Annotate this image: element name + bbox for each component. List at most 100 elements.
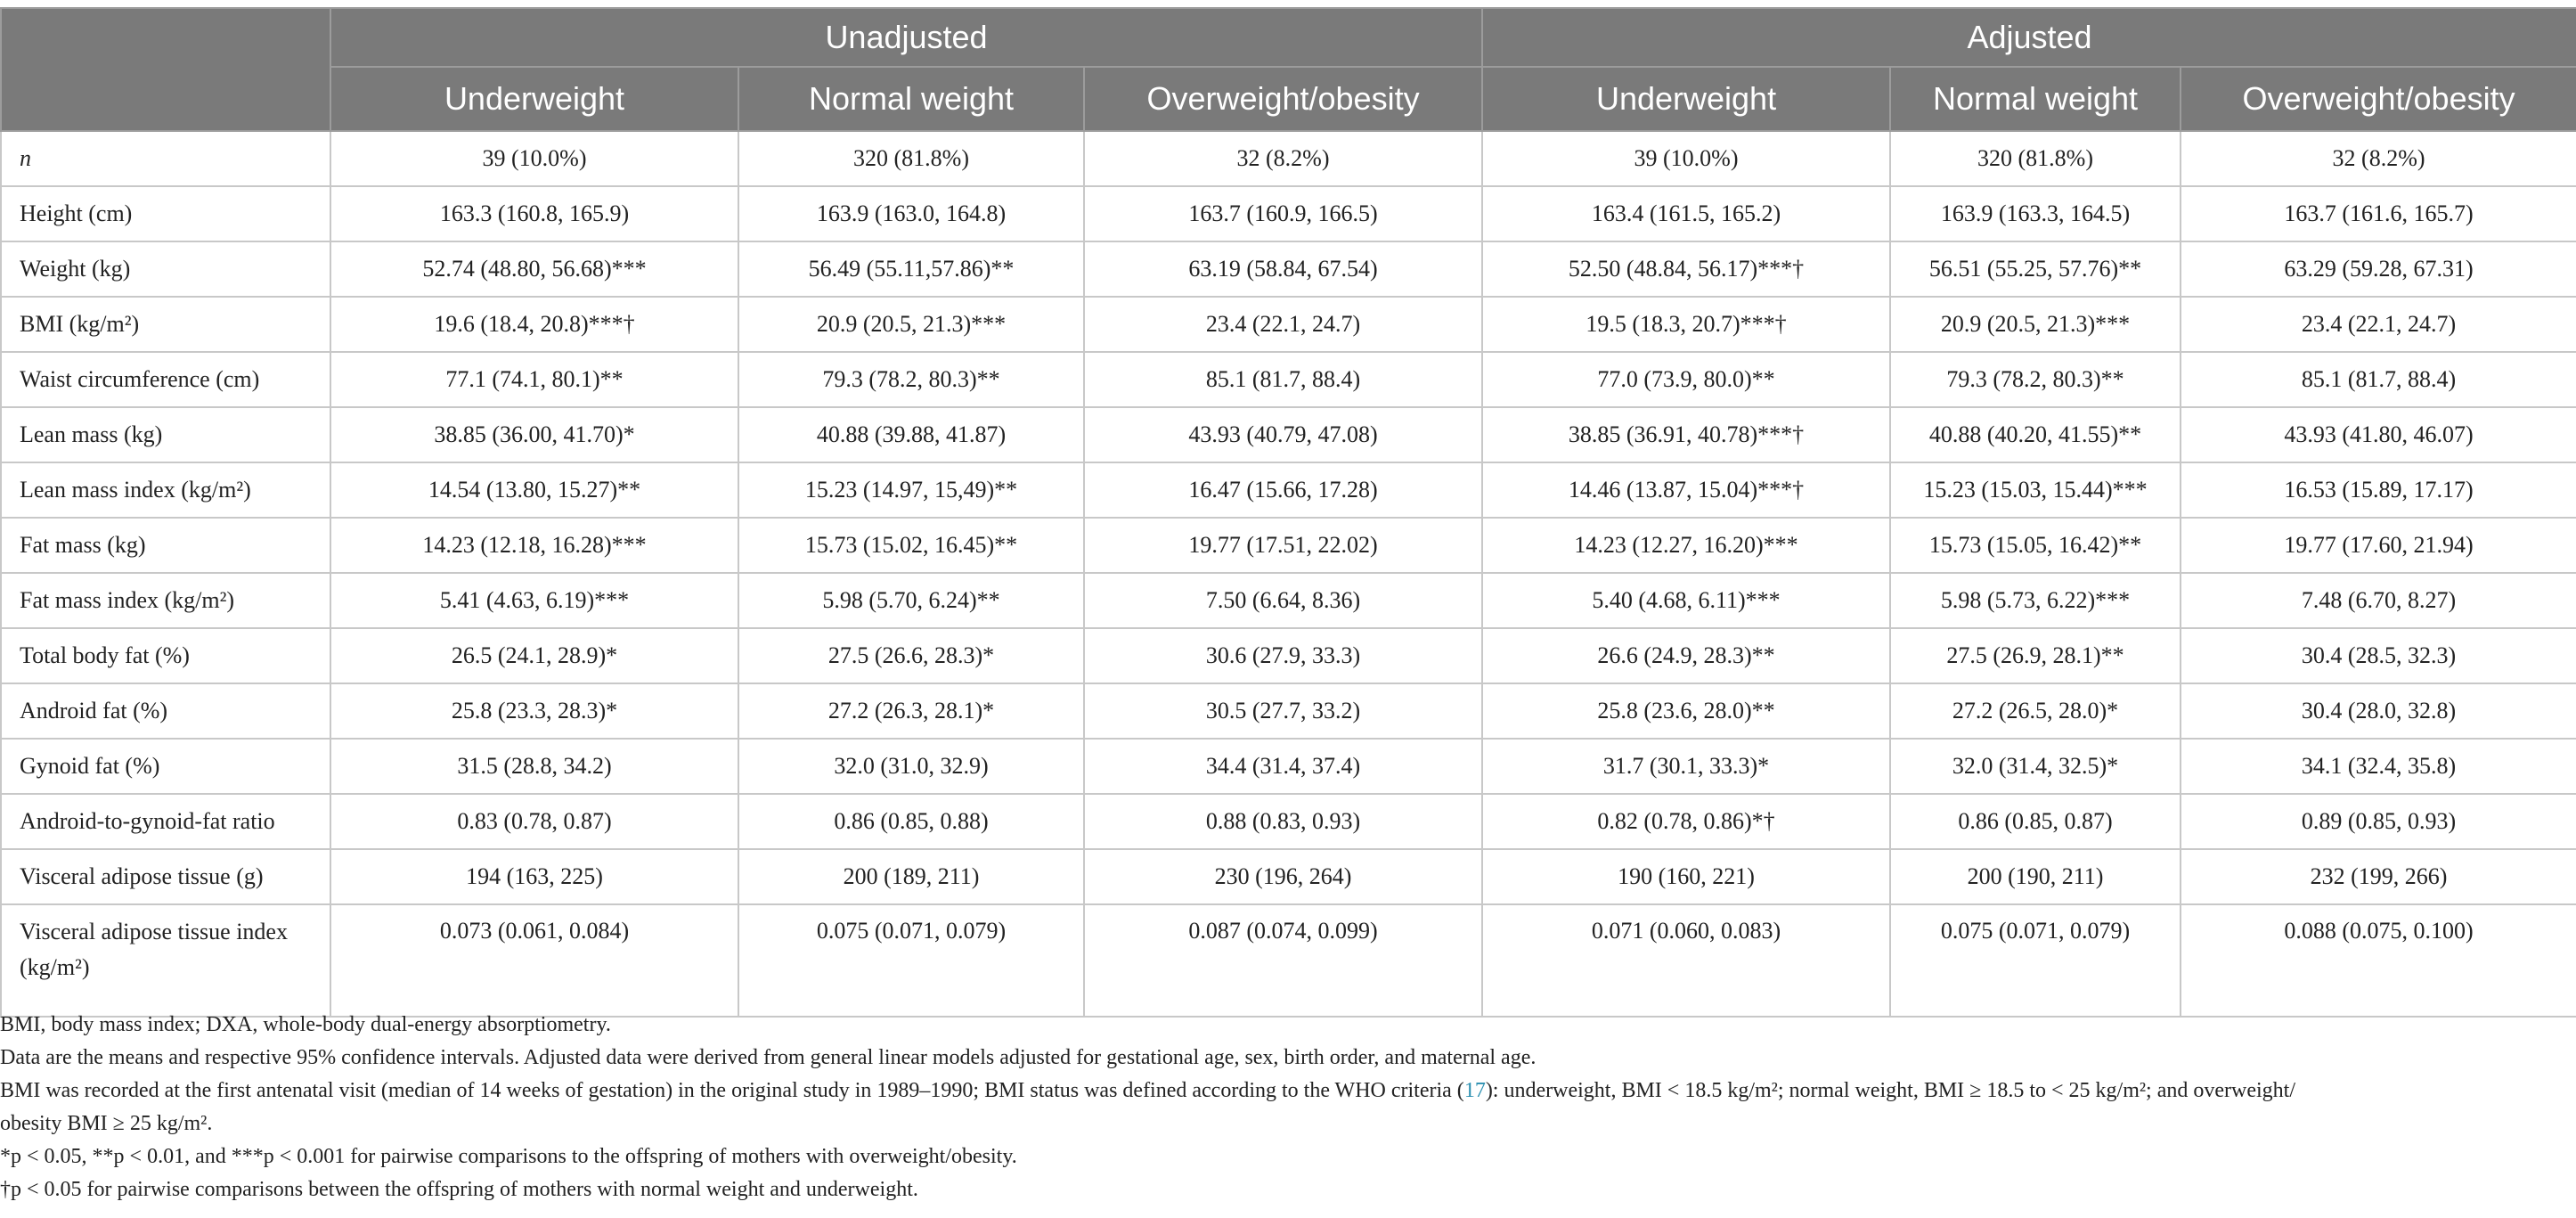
table-row: Height (cm) 163.3 (160.8, 165.9) 163.9 (16… [0, 185, 2576, 242]
table-cell: 23.4 (22.1, 24.7) [2180, 296, 2576, 353]
table-cell: 5.41 (4.63, 6.19)*** [330, 572, 739, 629]
table-cell: 0.89 (0.85, 0.93) [2180, 793, 2576, 850]
table-cell: 320 (81.8%) [738, 130, 1085, 187]
table-cell: 0.83 (0.78, 0.87) [330, 793, 739, 850]
table-row: BMI (kg/m²) 19.6 (18.4, 20.8)***† 20.9 (20… [0, 296, 2576, 353]
table-cell: 163.4 (161.5, 165.2) [1481, 185, 1892, 242]
table-cell: 0.86 (0.85, 0.87) [1889, 793, 2182, 850]
footnote-bmi-text-end: ): underweight, BMI < 18.5 kg/m²; normal… [1485, 1079, 2296, 1102]
column-header: Normal weight [738, 66, 1085, 132]
table-cell: 56.49 (55.11,57.86)** [738, 241, 1085, 298]
table-cell: 14.46 (13.87, 15.04)***† [1481, 462, 1892, 519]
table-cell: 0.073 (0.061, 0.084) [330, 903, 739, 1018]
table-cell: 40.88 (39.88, 41.87) [738, 406, 1085, 463]
table-cell: 14.23 (12.27, 16.20)*** [1481, 517, 1892, 574]
table-cell: 27.5 (26.9, 28.1)** [1889, 627, 2182, 684]
table-cell: 15.73 (15.02, 16.45)** [738, 517, 1085, 574]
column-header: Normal weight [1889, 66, 2182, 132]
table-cell: 194 (163, 225) [330, 848, 739, 905]
table-row: Visceral adipose tissue index (kg/m²) 0.0… [0, 903, 2576, 1018]
table-cell: 163.7 (160.9, 166.5) [1082, 185, 1484, 242]
table-cell: 34.1 (32.4, 35.8) [2180, 738, 2576, 795]
table-cell: 32.0 (31.0, 32.9) [738, 738, 1085, 795]
table-cell: 163.9 (163.0, 164.8) [738, 185, 1085, 242]
table-row: Gynoid fat (%) 31.5 (28.8, 34.2) 32.0 (31.… [0, 738, 2576, 795]
reference-link[interactable]: 17 [1463, 1079, 1486, 1102]
table-cell: 0.82 (0.78, 0.86)*† [1481, 793, 1892, 850]
table-header: Unadjusted Adjusted Underweight Normal w… [0, 7, 2576, 132]
table-cell: 85.1 (81.7, 88.4) [2180, 351, 2576, 408]
table-cell: 200 (189, 211) [738, 848, 1085, 905]
footnote-dagger: †p < 0.05 for pairwise comparisons betwe… [0, 1178, 918, 1201]
row-label: Fat mass (kg) [0, 517, 331, 574]
table-row: Lean mass index (kg/m²) 14.54 (13.80, 15.… [0, 462, 2576, 519]
row-label: Visceral adipose tissue (g) [0, 848, 331, 905]
table-row: Waist circumference (cm) 77.1 (74.1, 80.1… [0, 351, 2576, 408]
table-cell: 63.19 (58.84, 67.54) [1082, 241, 1484, 298]
footnote-data: Data are the means and respective 95% co… [0, 1046, 1537, 1069]
table-cell: 163.7 (161.6, 165.7) [2180, 185, 2576, 242]
table-cell: 5.98 (5.73, 6.22)*** [1889, 572, 2182, 629]
footnote-bmi: BMI was recorded at the first antenatal … [0, 1075, 2565, 1108]
table-cell: 19.5 (18.3, 20.7)***† [1481, 296, 1892, 353]
table-cell: 79.3 (78.2, 80.3)** [738, 351, 1085, 408]
row-label: Waist circumference (cm) [0, 351, 331, 408]
row-label: Weight (kg) [0, 241, 331, 298]
table-cell: 163.9 (163.3, 164.5) [1889, 185, 2182, 242]
table-cell: 25.8 (23.3, 28.3)* [330, 683, 739, 740]
table-cell: 20.9 (20.5, 21.3)*** [1889, 296, 2182, 353]
table-body: n 39 (10.0%) 320 (81.8%) 32 (8.2%) 39 (10.0%… [0, 130, 2576, 1018]
table-cell: 27.2 (26.5, 28.0)* [1889, 683, 2182, 740]
row-label: Android-to-gynoid-fat ratio [0, 793, 331, 850]
table-cell: 31.5 (28.8, 34.2) [330, 738, 739, 795]
header-corner [0, 7, 331, 132]
table-cell: 163.3 (160.8, 165.9) [330, 185, 739, 242]
table-cell: 77.0 (73.9, 80.0)** [1481, 351, 1892, 408]
table-cell: 38.85 (36.91, 40.78)***† [1481, 406, 1892, 463]
table-cell: 27.2 (26.3, 28.1)* [738, 683, 1085, 740]
table-cell: 52.50 (48.84, 56.17)***† [1481, 241, 1892, 298]
group-header-unadjusted: Unadjusted [329, 7, 1484, 68]
table-cell: 43.93 (40.79, 47.08) [1082, 406, 1484, 463]
group-header-adjusted: Adjusted [1481, 7, 2576, 68]
row-label: Lean mass (kg) [0, 406, 331, 463]
table-row: Visceral adipose tissue (g) 194 (163, 225… [0, 848, 2576, 905]
footnote-significance: *p < 0.05, **p < 0.01, and ***p < 0.001 … [0, 1145, 1017, 1168]
results-table: Unadjusted Adjusted Underweight Normal w… [0, 7, 2576, 1018]
table-footnotes: BMI, body mass index; DXA, whole-body du… [0, 1009, 2565, 1206]
table-cell: 26.6 (24.9, 28.3)** [1481, 627, 1892, 684]
row-label: Height (cm) [0, 185, 331, 242]
table-cell: 32 (8.2%) [1082, 130, 1484, 187]
column-header: Underweight [1481, 66, 1892, 132]
table-cell: 19.6 (18.4, 20.8)***† [330, 296, 739, 353]
column-header: Underweight [330, 66, 739, 132]
table-cell: 320 (81.8%) [1889, 130, 2182, 187]
table-cell: 19.77 (17.51, 22.02) [1082, 517, 1484, 574]
table-row: Total body fat (%) 26.5 (24.1, 28.9)* 27.5… [0, 627, 2576, 684]
table-cell: 19.77 (17.60, 21.94) [2180, 517, 2576, 574]
row-label: Gynoid fat (%) [0, 738, 331, 795]
row-label: Fat mass index (kg/m²) [0, 572, 331, 629]
table-cell: 16.47 (15.66, 17.28) [1082, 462, 1484, 519]
row-label: Android fat (%) [0, 683, 331, 740]
table-cell: 43.93 (41.80, 46.07) [2180, 406, 2576, 463]
table-cell: 0.075 (0.071, 0.079) [738, 903, 1085, 1018]
table-cell: 25.8 (23.6, 28.0)** [1481, 683, 1892, 740]
table-cell: 40.88 (40.20, 41.55)** [1889, 406, 2182, 463]
row-label: n [0, 130, 331, 187]
footnote-bmi-continued: obesity BMI ≥ 25 kg/m². [0, 1112, 213, 1135]
table-cell: 39 (10.0%) [1481, 130, 1892, 187]
column-header: Overweight/obesity [1082, 66, 1484, 132]
table-cell: 0.88 (0.83, 0.93) [1082, 793, 1484, 850]
footnote-abbreviations: BMI, body mass index; DXA, whole-body du… [0, 1013, 611, 1036]
table-cell: 85.1 (81.7, 88.4) [1082, 351, 1484, 408]
table-cell: 30.5 (27.7, 33.2) [1082, 683, 1484, 740]
table-cell: 200 (190, 211) [1889, 848, 2182, 905]
table-cell: 15.23 (15.03, 15.44)*** [1889, 462, 2182, 519]
row-label: Total body fat (%) [0, 627, 331, 684]
table-cell: 31.7 (30.1, 33.3)* [1481, 738, 1892, 795]
table-cell: 52.74 (48.80, 56.68)*** [330, 241, 739, 298]
table-cell: 5.98 (5.70, 6.24)** [738, 572, 1085, 629]
table-cell: 20.9 (20.5, 21.3)*** [738, 296, 1085, 353]
table-cell: 0.86 (0.85, 0.88) [738, 793, 1085, 850]
